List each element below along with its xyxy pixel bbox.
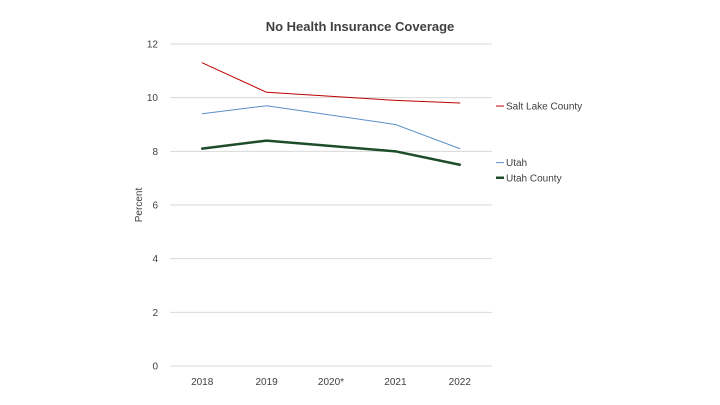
chart-title: No Health Insurance Coverage [266, 19, 455, 34]
series-lines [200, 62, 462, 166]
y-tick-label: 10 [147, 93, 159, 104]
legend: Salt Lake County Utah Utah County [496, 102, 582, 184]
y-tick-label: 4 [152, 254, 158, 265]
y-tick-label: 2 [152, 308, 158, 319]
x-axis-ticks: 2018 2019 2020* 2021 2022 [191, 377, 471, 388]
gridlines [170, 43, 492, 367]
x-tick-label: 2019 [255, 377, 278, 388]
legend-item: Utah [496, 158, 527, 169]
legend-label: Utah [506, 158, 527, 169]
x-tick-label: 2018 [191, 377, 214, 388]
y-axis-ticks: 0 2 4 6 8 10 12 [147, 40, 159, 373]
legend-label: Salt Lake County [506, 102, 582, 113]
y-tick-label: 6 [152, 201, 158, 212]
series-line [201, 62, 461, 104]
legend-item: Salt Lake County [496, 102, 582, 113]
y-tick-label: 8 [152, 147, 158, 158]
x-tick-label: 2021 [384, 377, 407, 388]
legend-label: Utah County [506, 173, 562, 184]
series-line [200, 139, 462, 166]
y-tick-label: 0 [152, 362, 158, 373]
y-tick-label: 12 [147, 40, 159, 51]
series-line [201, 105, 461, 150]
y-axis-label: Percent [134, 188, 145, 223]
x-tick-label: 2022 [449, 377, 472, 388]
x-tick-label: 2020* [318, 377, 344, 388]
legend-item: Utah County [496, 173, 562, 184]
